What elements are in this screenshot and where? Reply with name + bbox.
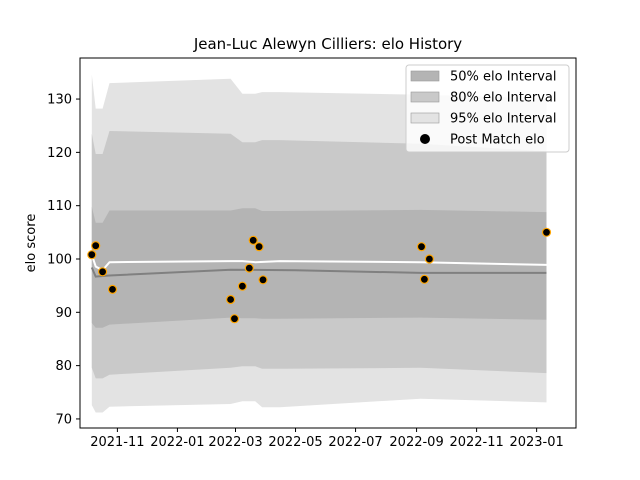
- post-match-point: [416, 242, 427, 252]
- post-match-point: [97, 267, 108, 277]
- post-match-point: [226, 294, 236, 305]
- post-match-point: [244, 263, 254, 273]
- x-tick-label: 2022-07: [328, 435, 382, 450]
- y-tick-label: 130: [47, 93, 72, 108]
- interval-50-band: [91, 206, 547, 328]
- post-match-point: [87, 250, 97, 260]
- post-match-point: [254, 242, 264, 252]
- x-tick-label: 2022-03: [208, 435, 262, 450]
- chart-title: Jean-Luc Alewyn Cilliers: elo History: [193, 35, 462, 53]
- interval-bands: [91, 74, 547, 413]
- x-tick-label: 2022-11: [449, 435, 503, 450]
- post-match-point: [107, 284, 118, 294]
- post-match-point: [424, 254, 434, 264]
- y-tick-label: 110: [47, 199, 72, 214]
- median-elo-line: [90, 267, 547, 278]
- post-match-point: [419, 274, 429, 284]
- trend-lines: [90, 254, 547, 278]
- post-match-point: [237, 281, 247, 291]
- legend-label: 95% elo Interval: [450, 112, 557, 127]
- y-tick-label: 80: [55, 359, 72, 374]
- y-tick-label: 90: [55, 306, 72, 321]
- legend-label: 50% elo Interval: [450, 70, 557, 85]
- y-tick-label: 120: [47, 146, 72, 161]
- axis-ticks: 70 80 90 100 110 120 130 2021-11 2022-01 2022-03 2…: [47, 93, 564, 450]
- x-tick-label: 2021-11: [90, 435, 144, 450]
- axes-frame: [79, 57, 577, 429]
- y-tick-label: 100: [47, 252, 72, 267]
- legend-swatch: [410, 112, 440, 124]
- post-match-point: [91, 241, 101, 251]
- x-tick-label: 2022-05: [268, 435, 322, 450]
- legend-swatch: [410, 91, 440, 103]
- legend-swatch: [410, 70, 440, 82]
- y-tick-label: 70: [55, 412, 72, 427]
- y-axis-label: elo score: [24, 214, 39, 273]
- legend-label: 80% elo Interval: [450, 91, 557, 106]
- post-match-points: [87, 227, 552, 324]
- x-tick-label: 2022-09: [389, 435, 443, 450]
- mean-elo-line: [90, 254, 547, 272]
- post-match-point: [258, 275, 268, 285]
- post-match-point: [229, 314, 240, 324]
- legend: 50% elo Interval 80% elo Interval 95% elo …: [405, 64, 570, 153]
- legend-marker: [420, 134, 430, 144]
- legend-label: Post Match elo: [450, 133, 545, 148]
- legend-box: [405, 64, 570, 153]
- post-match-point: [541, 227, 552, 237]
- post-match-point: [248, 235, 258, 245]
- x-tick-label: 2023-01: [509, 435, 563, 450]
- x-tick-label: 2022-01: [150, 435, 204, 450]
